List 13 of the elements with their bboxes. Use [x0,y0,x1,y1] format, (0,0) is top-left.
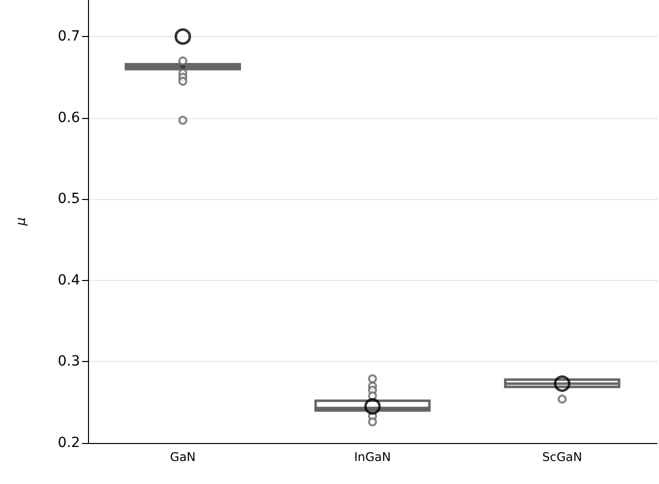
point [364,398,381,415]
y-tick-label: 0.3 [58,354,80,370]
y-tick-label: 0.4 [58,272,80,288]
x-tick-label: InGaN [354,450,391,464]
x-tick-label: GaN [170,450,196,464]
y-tick-label: 0.2 [58,435,80,451]
y-tick-label: 0.7 [58,28,80,45]
y-tick-label: 0.5 [58,191,80,208]
x-tick-label: ScGaN [542,450,582,464]
point [554,375,570,392]
point [174,28,192,45]
y-tick-label: 0.6 [58,110,80,126]
y-axis-title: μ [14,217,29,227]
